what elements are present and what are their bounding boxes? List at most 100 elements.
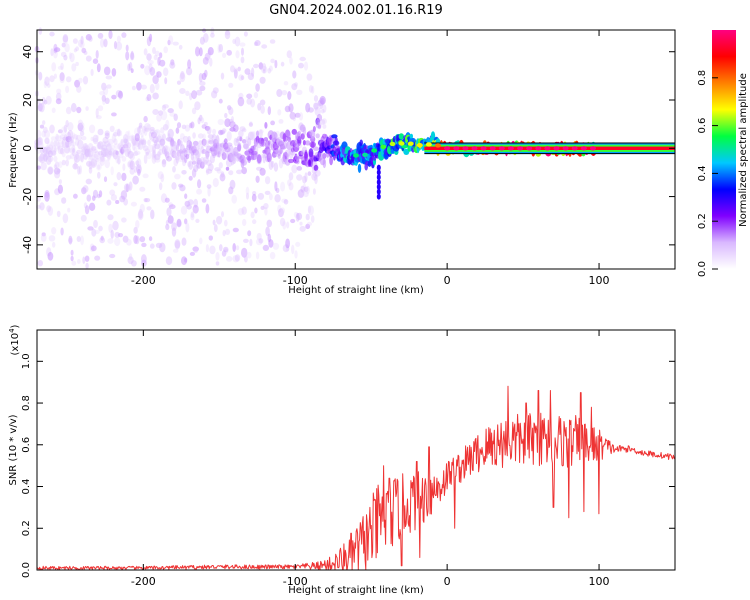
- spectral-blob: [61, 151, 66, 158]
- spectral-blob: [114, 237, 121, 247]
- spectral-blob: [357, 163, 362, 173]
- spectral-blob: [241, 159, 247, 166]
- spectral-blob: [143, 126, 148, 136]
- spectral-blob: [235, 138, 240, 143]
- spectrogram-y-axis-label: Frequency (Hz): [8, 112, 19, 188]
- spectral-blob: [286, 221, 290, 229]
- spectral-blob: [178, 100, 183, 110]
- spectral-blob: [262, 69, 266, 74]
- spectral-blob: [178, 137, 183, 147]
- spectral-blob: [147, 144, 154, 153]
- spectral-blob: [146, 151, 152, 160]
- spectral-blob: [312, 126, 316, 132]
- spectral-blob: [190, 121, 195, 129]
- spectral-blob: [129, 153, 135, 161]
- spectral-blob: [322, 124, 327, 129]
- spectral-blob: [212, 219, 216, 226]
- spectral-blob: [166, 207, 172, 217]
- spectral-blob: [277, 204, 282, 213]
- spectral-blob: [243, 31, 248, 37]
- spectral-blob: [81, 146, 87, 153]
- spectral-blob: [185, 153, 190, 160]
- spectral-blob: [303, 186, 309, 192]
- spectral-blob: [65, 85, 70, 94]
- spectral-blob: [111, 94, 117, 100]
- spectral-blob: [289, 112, 296, 120]
- spectral-blob: [233, 67, 239, 75]
- spectral-blob: [220, 72, 225, 80]
- spectral-blob: [172, 166, 176, 173]
- spectral-blob: [94, 255, 101, 261]
- spectral-blob: [181, 124, 187, 130]
- spectral-blob: [165, 145, 170, 154]
- spectral-blob: [266, 152, 272, 163]
- spectral-blob: [65, 136, 72, 143]
- x-tick-label: -100: [283, 274, 308, 287]
- spectral-blob: [261, 44, 268, 49]
- spectral-blob: [148, 63, 153, 72]
- spectral-blob: [152, 47, 156, 54]
- spectral-blob: [124, 148, 130, 158]
- spectral-blob: [135, 220, 140, 229]
- spectral-blob: [246, 192, 249, 200]
- spectral-blob: [256, 130, 260, 137]
- ridge-bright-spot: [590, 146, 596, 151]
- spectral-blob: [157, 171, 164, 180]
- spectral-blob: [106, 150, 112, 160]
- spectral-blob: [89, 161, 96, 169]
- spectral-blob: [110, 166, 114, 176]
- spectral-blob: [174, 156, 180, 161]
- spectral-blob: [231, 194, 237, 204]
- figure-title: GN04.2024.002.01.16.R19: [269, 3, 443, 18]
- spectral-blob: [77, 153, 84, 162]
- spectral-blob: [226, 49, 232, 56]
- spectral-blob: [305, 140, 311, 146]
- spectral-blob: [108, 223, 113, 233]
- spectral-blob: [70, 249, 74, 256]
- snr-y-multiplier: (x104): [8, 324, 21, 355]
- spectral-blob: [119, 148, 125, 154]
- spectral-blob: [187, 161, 192, 168]
- spectral-blob: [141, 125, 146, 134]
- spectral-blob: [133, 165, 138, 173]
- spectral-blob: [65, 141, 72, 148]
- ridge-bright-spot: [562, 146, 569, 151]
- spectral-blob: [314, 169, 321, 177]
- x-tick-label: 100: [589, 575, 610, 588]
- spectral-blob: [152, 143, 156, 154]
- spectral-blob: [281, 198, 288, 203]
- spectral-blob: [60, 51, 67, 58]
- spectral-blob: [256, 154, 262, 164]
- spectral-blob: [111, 68, 117, 77]
- spectral-blob: [104, 151, 110, 158]
- spectral-blob: [195, 46, 200, 57]
- spectral-blob: [57, 141, 61, 151]
- spectral-blob: [139, 236, 146, 243]
- spectral-blob: [150, 137, 154, 142]
- spectral-blob: [53, 164, 58, 169]
- spectral-blob: [139, 203, 145, 213]
- spectral-blob: [298, 122, 304, 131]
- spectral-blob: [142, 173, 149, 179]
- spectral-blob: [195, 150, 200, 160]
- spectral-blob: [261, 153, 268, 159]
- spectral-blob: [73, 155, 78, 165]
- spectral-blob: [187, 135, 191, 142]
- spectral-blob: [261, 65, 268, 74]
- spectral-blob: [67, 147, 73, 153]
- spectral-blob: [290, 150, 296, 156]
- spectral-blob: [96, 142, 102, 150]
- spectral-blob: [59, 147, 65, 155]
- spectral-blob: [64, 141, 70, 149]
- spectral-blob: [95, 115, 102, 120]
- spectral-blob: [98, 225, 103, 232]
- spectral-blob: [296, 212, 303, 221]
- spectral-blob: [224, 112, 228, 119]
- spectral-blob: [141, 138, 147, 148]
- spectral-blob: [165, 119, 170, 130]
- spectral-blob: [87, 143, 94, 153]
- spectral-blob: [140, 135, 144, 146]
- spectral-blob: [79, 130, 85, 137]
- spectral-blob: [80, 152, 84, 163]
- spectral-blob: [88, 202, 96, 211]
